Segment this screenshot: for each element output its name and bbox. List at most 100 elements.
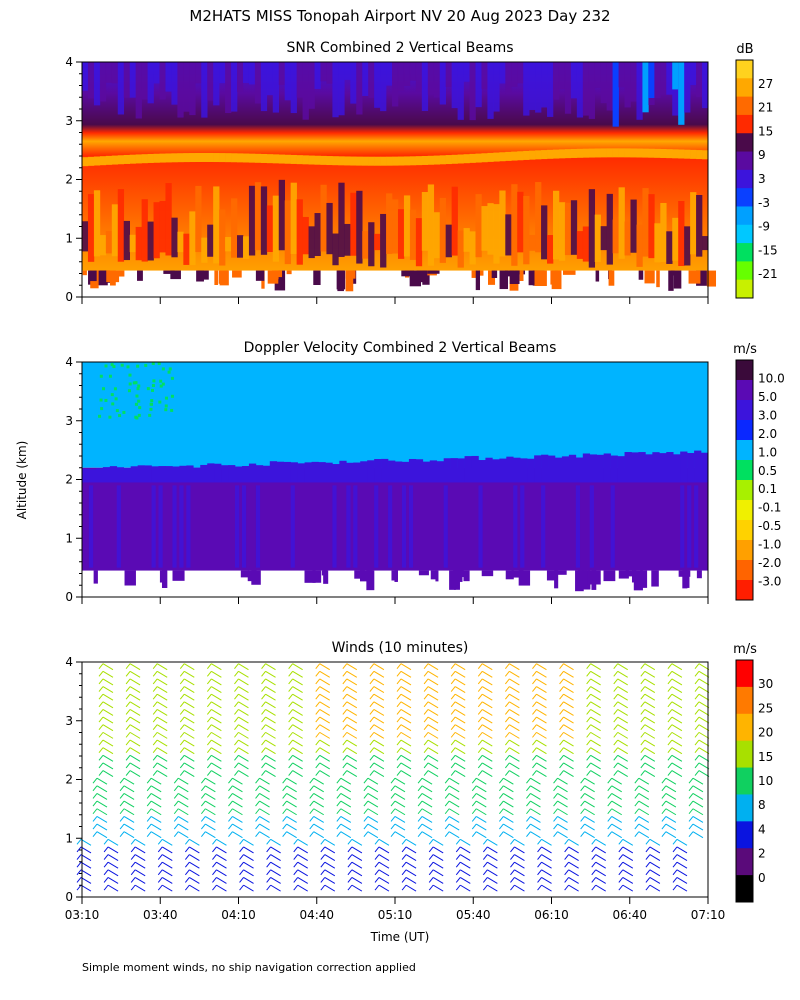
wind-barb — [157, 869, 163, 876]
wind-barb — [613, 724, 619, 731]
wind-barb — [255, 785, 260, 792]
doppler-speckle — [134, 402, 138, 406]
doppler-speckle — [152, 379, 156, 383]
doppler-low-speckle — [418, 570, 429, 576]
doppler-cell — [241, 485, 247, 568]
wind-barb — [537, 884, 542, 891]
wind-barb — [671, 716, 683, 724]
snr-cell — [517, 62, 524, 84]
snr-bright-band — [570, 148, 578, 158]
doppler-cell — [652, 452, 660, 483]
snr-cell — [326, 62, 333, 84]
wind-barb — [394, 800, 406, 808]
doppler-cell — [513, 457, 521, 483]
wind-barb — [206, 693, 212, 700]
wind-barb — [282, 785, 288, 792]
wind-barb — [119, 823, 125, 830]
doppler-cell — [381, 458, 389, 483]
wind-barb — [363, 808, 369, 815]
snr-bright-band — [344, 156, 351, 166]
snr-bright-band — [606, 148, 613, 158]
wind-barb — [595, 877, 606, 884]
doppler-cell — [186, 485, 191, 568]
doppler-cell — [478, 460, 486, 483]
wind-barb — [123, 785, 135, 793]
doppler-speckle — [150, 399, 154, 403]
snr-bright-band — [159, 153, 166, 163]
wind-barb — [206, 701, 212, 708]
doppler-panel: Doppler Velocity Combined 2 Vertical Bea… — [65, 340, 785, 604]
doppler-low-speckle — [354, 570, 365, 579]
wind-barb — [319, 731, 330, 739]
wind-barb — [292, 701, 303, 709]
snr-cell — [690, 62, 697, 86]
doppler-cell — [228, 465, 236, 483]
wind-barb — [498, 777, 504, 784]
wind-barb — [477, 663, 483, 669]
snr-low-speckle — [163, 270, 175, 274]
wind-barb — [319, 701, 330, 709]
snr-cell — [111, 204, 119, 257]
wind-barb — [444, 831, 450, 837]
wind-barb — [228, 816, 233, 822]
wind-barb — [509, 716, 520, 724]
doppler-cell — [388, 460, 396, 483]
doppler-low-speckle — [631, 570, 637, 583]
snr-bright-band — [493, 152, 500, 162]
snr-cell — [564, 62, 572, 114]
wind-barb — [156, 731, 168, 739]
wind-barb — [346, 701, 358, 709]
doppler-cell — [235, 466, 243, 483]
y-tick-label: 2 — [65, 173, 73, 187]
wind-barb — [671, 762, 683, 770]
wind-barb — [102, 770, 114, 777]
wind-barb — [351, 861, 363, 869]
wind-barb — [640, 747, 646, 753]
wind-barb — [503, 777, 514, 785]
wind-barb — [504, 762, 510, 769]
wind-barb — [378, 877, 390, 884]
snr-bright-band — [183, 153, 190, 163]
wind-barb — [617, 762, 628, 770]
wind-barb — [667, 678, 673, 685]
snr-cell — [535, 182, 542, 253]
wind-barb — [390, 777, 396, 784]
wind-barb — [482, 663, 493, 671]
snr-cell — [588, 62, 596, 119]
wind-barb — [640, 709, 646, 715]
wind-barb — [509, 709, 520, 716]
wind-barb — [374, 861, 380, 868]
snr-cell — [231, 62, 238, 112]
wind-barb — [450, 724, 456, 731]
wind-barb — [482, 854, 488, 860]
wind-barb — [238, 739, 249, 747]
wind-barb — [156, 716, 168, 724]
wind-barb — [553, 777, 558, 784]
wind-barb — [694, 724, 700, 731]
wind-barb — [509, 747, 520, 755]
snr-bright-band — [642, 148, 649, 158]
wind-barb — [557, 777, 568, 785]
wind-barb — [590, 739, 601, 747]
colorbar-swatch — [736, 767, 753, 795]
wind-barb — [309, 831, 315, 837]
wind-barb — [80, 869, 92, 877]
wind-barb — [351, 877, 363, 884]
wind-barb — [189, 861, 200, 869]
snr-low-speckle — [509, 270, 520, 284]
snr-bright-band — [225, 153, 232, 163]
wind-barb — [460, 861, 471, 869]
snr-low-speckle — [214, 270, 219, 285]
wind-barb — [211, 678, 222, 686]
wind-barb — [586, 670, 592, 677]
snr-cell — [374, 62, 381, 108]
wind-barb — [238, 754, 249, 762]
wind-barb — [537, 846, 542, 853]
wind-barb — [206, 732, 212, 738]
wind-barb — [320, 861, 326, 868]
wind-barb — [400, 754, 412, 762]
wind-barb — [146, 785, 152, 792]
snr-bright-band — [123, 154, 130, 164]
wind-barb — [125, 686, 131, 692]
wind-barb — [243, 861, 254, 869]
